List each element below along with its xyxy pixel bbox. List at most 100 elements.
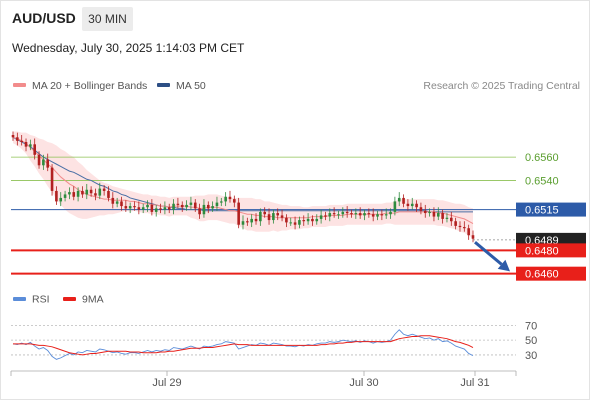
candle-body (220, 201, 223, 203)
bollinger-band-area (13, 131, 473, 239)
candle-body (280, 215, 284, 218)
candles (11, 131, 475, 243)
candle-body (141, 207, 145, 210)
candle-body (315, 218, 319, 222)
candle-body (154, 208, 158, 212)
candle-body (423, 210, 427, 214)
candle-body (367, 213, 371, 215)
candle-body (128, 206, 132, 209)
time-tick-label: Jul 29 (152, 377, 181, 389)
ma50-label: MA 50 (176, 80, 206, 92)
candle-body (463, 227, 466, 229)
candle-body (198, 208, 201, 215)
candle-body (285, 217, 288, 223)
chart-header: AUD/USD 30 MIN (0, 0, 590, 38)
candle-body (37, 154, 41, 166)
candle-body (115, 201, 119, 204)
candle-body (46, 159, 50, 168)
candle-body (259, 211, 262, 222)
candle-body (237, 202, 240, 225)
candle-body (410, 203, 414, 207)
bollinger-bands (13, 131, 473, 239)
candle-body (428, 211, 431, 214)
candle-body (55, 190, 58, 202)
time-tick-label: Jul 30 (349, 377, 378, 389)
rsi-tick-label: 50 (525, 335, 537, 347)
timeframe-badge[interactable]: 30 MIN (82, 7, 133, 31)
candle-body (146, 204, 149, 208)
candle-body (380, 214, 384, 216)
candle-body (354, 213, 358, 215)
rsi-tick-label: 70 (525, 320, 537, 332)
candle-body (272, 213, 275, 221)
candle-body (42, 159, 45, 166)
candle-body (202, 204, 206, 215)
candle-body (406, 203, 410, 207)
candle-body (250, 218, 253, 223)
candle-body (467, 228, 470, 236)
candle-body (185, 204, 188, 208)
moving-averages (12, 136, 474, 225)
rsi-legend-label: RSI (32, 294, 50, 306)
candle-body (302, 220, 306, 222)
candle-body (384, 214, 388, 216)
candle-body (98, 188, 102, 196)
level-label: 0.6540 (525, 175, 559, 187)
candle-body (137, 207, 141, 210)
candle-body (363, 213, 366, 216)
level-label: 0.6560 (525, 152, 559, 164)
ma50-line (12, 136, 473, 213)
ma20-line (12, 136, 474, 225)
candle-body (167, 207, 171, 210)
ma50-swatch (157, 83, 170, 88)
candle-body (16, 137, 19, 141)
candle-body (76, 190, 80, 197)
research-credit: Research © 2025 Trading Central (423, 80, 580, 92)
candle-body (241, 221, 245, 225)
candle-body (328, 213, 332, 217)
level-label: 0.6515 (525, 205, 559, 217)
rsi-ma-line (13, 335, 474, 356)
time-axis: Jul 29 Jul 30 Jul 31 (10, 370, 517, 389)
rsi-line (12, 329, 474, 360)
candle-body (311, 218, 314, 222)
candle-body (107, 190, 110, 198)
candle-body (133, 206, 136, 208)
candle-body (371, 214, 375, 217)
candle-body (150, 204, 154, 212)
candle-body (445, 217, 449, 219)
candle-body (419, 207, 423, 211)
candle-body (389, 211, 392, 215)
candle-body (189, 202, 193, 205)
candle-body (350, 213, 353, 215)
candle-body (124, 206, 128, 209)
candle-body (59, 197, 63, 202)
candle-body (293, 222, 297, 225)
candle-body (176, 203, 180, 205)
candle-body (233, 199, 236, 203)
legend-ma50: MA 50 (157, 80, 206, 92)
candle-body (454, 221, 457, 226)
level-label-bg (516, 202, 586, 217)
candle-body (180, 204, 184, 208)
candle-body (450, 217, 453, 222)
candle-body (211, 206, 214, 209)
candle-body (20, 140, 23, 142)
level-label: 0.6460 (525, 269, 559, 281)
candle-body (393, 201, 397, 212)
candle-body (33, 144, 36, 155)
candle-body (358, 213, 362, 216)
candle-body (111, 197, 115, 204)
candle-body (94, 193, 97, 196)
candle-body (193, 202, 197, 209)
forecast-arrow (474, 241, 510, 272)
time-tick-label: Jul 31 (460, 377, 489, 389)
candle-body (402, 197, 405, 204)
rsi-ma-legend-label: 9MA (82, 294, 104, 306)
candle-body (72, 192, 76, 197)
candle-body (224, 196, 227, 202)
candle-body (376, 214, 379, 217)
candle-body (319, 215, 323, 219)
candle-body (276, 213, 280, 216)
